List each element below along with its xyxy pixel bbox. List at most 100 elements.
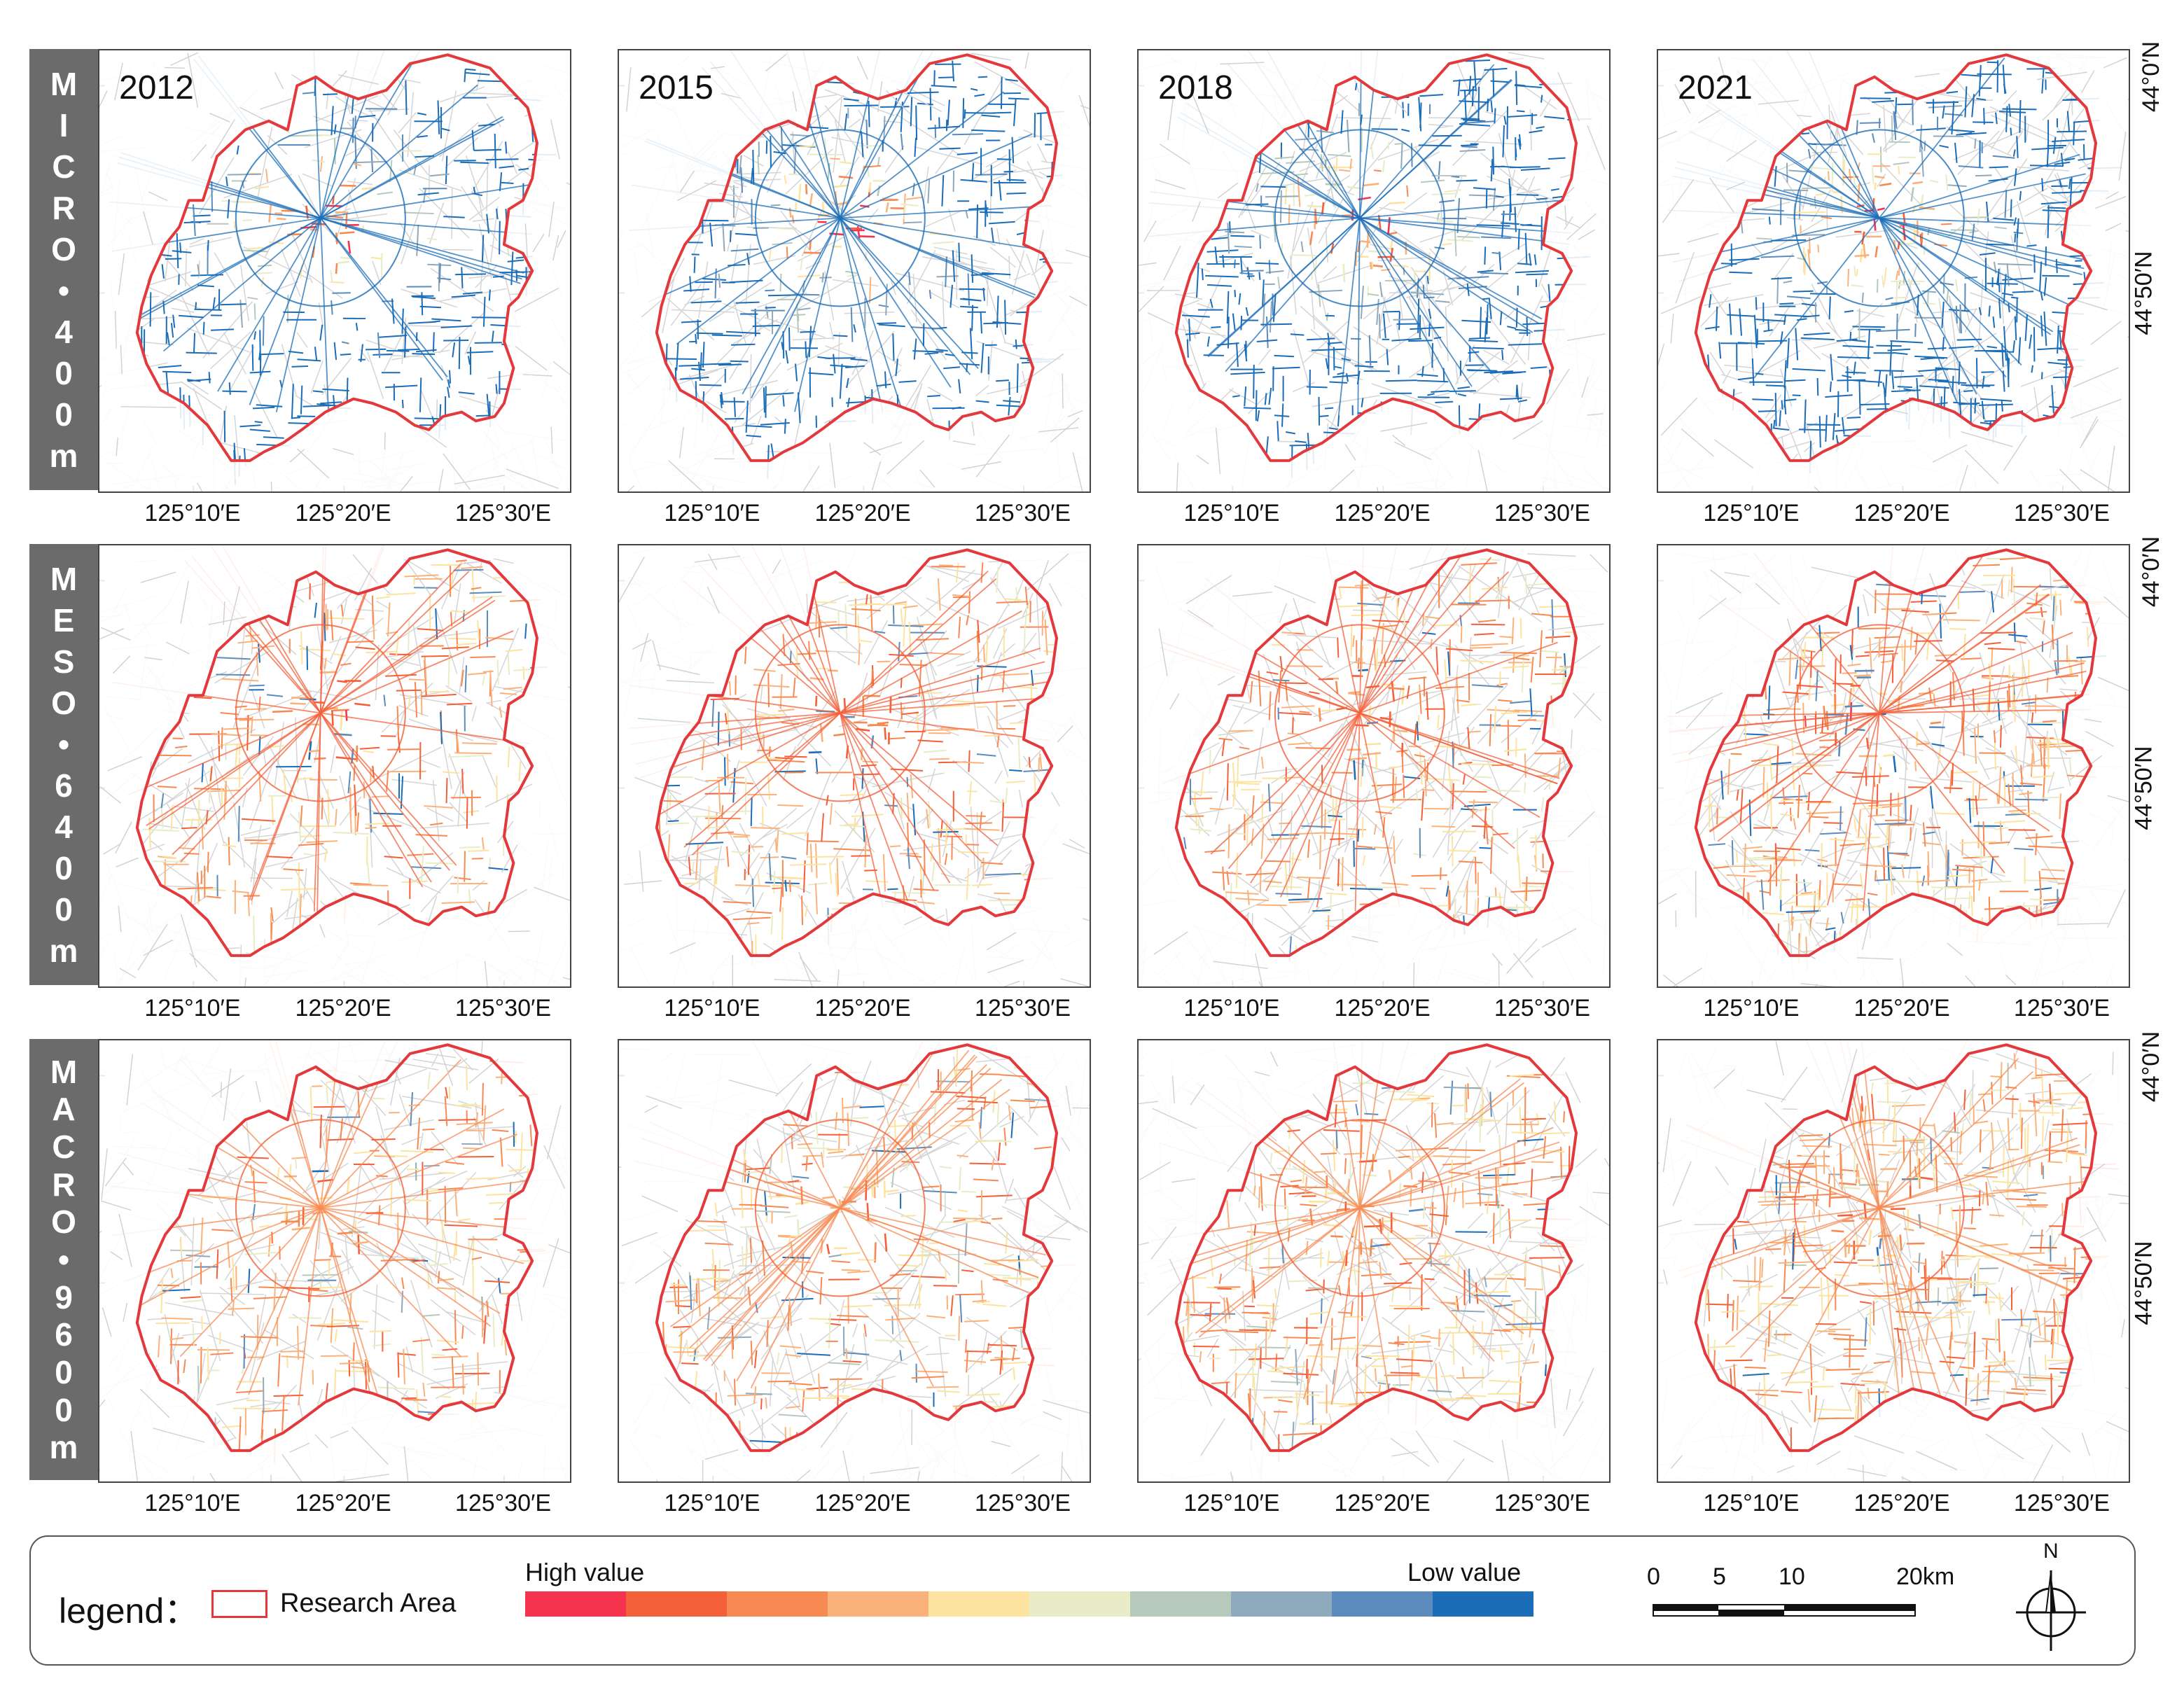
row-label-char: O bbox=[51, 684, 76, 721]
scale-bar-label: 20km bbox=[1896, 1563, 1955, 1590]
longitude-label: 125°30′E bbox=[2013, 1490, 2110, 1516]
map-panel bbox=[98, 1039, 571, 1483]
year-label: 2018 bbox=[1158, 69, 1233, 106]
research-area-boundary bbox=[655, 548, 1058, 957]
color-ramp-step bbox=[928, 1591, 1029, 1617]
ring-road bbox=[235, 129, 406, 307]
ring-road bbox=[1274, 129, 1445, 307]
longitude-label: 125°20′E bbox=[814, 1490, 911, 1516]
outside-area-mask bbox=[1658, 545, 2129, 986]
legend-panel: legend： Research Area High value Low value 0… bbox=[29, 1535, 2136, 1666]
longitude-label: 125°30′E bbox=[1494, 500, 1591, 526]
row-label-char: R bbox=[52, 189, 76, 226]
map-canvas bbox=[1658, 50, 2129, 491]
row-label-char: 0 bbox=[55, 1391, 73, 1428]
outside-area-mask bbox=[1139, 545, 1609, 986]
longitude-label: 125°20′E bbox=[1853, 995, 1950, 1021]
longitude-label: 125°20′E bbox=[814, 500, 911, 526]
map-canvas bbox=[619, 545, 1090, 986]
row-label-char: M bbox=[50, 1053, 78, 1090]
research-area-boundary bbox=[1174, 1043, 1578, 1452]
longitude-label: 125°20′E bbox=[1334, 1490, 1431, 1516]
longitude-label: 125°20′E bbox=[1853, 1490, 1950, 1516]
color-ramp-step bbox=[1029, 1591, 1130, 1617]
longitude-label: 125°30′E bbox=[454, 995, 552, 1021]
longitude-label: 125°10′E bbox=[1703, 995, 1800, 1021]
row-label-char: E bbox=[53, 601, 75, 639]
year-label: 2021 bbox=[1678, 69, 1753, 106]
longitude-label: 125°10′E bbox=[664, 995, 760, 1021]
row-label-box: M E S O • 6 4 0 0 m bbox=[29, 544, 98, 985]
row-label-char: m bbox=[49, 932, 78, 969]
map-panel: 2021 bbox=[1657, 49, 2130, 493]
research-area-boundary bbox=[655, 53, 1058, 462]
outside-area-mask bbox=[619, 1040, 1090, 1481]
row-label-char: M bbox=[50, 560, 78, 597]
row-label-char: I bbox=[59, 106, 69, 144]
row-label-char: m bbox=[49, 1429, 78, 1466]
ring-road bbox=[1274, 1119, 1445, 1297]
research-area-boundary bbox=[1174, 548, 1578, 957]
color-ramp-step bbox=[1433, 1591, 1533, 1617]
map-canvas bbox=[99, 50, 570, 491]
longitude-label: 125°20′E bbox=[814, 995, 911, 1021]
scale-bar-label: 5 bbox=[1713, 1563, 1726, 1590]
color-ramp-step bbox=[727, 1591, 828, 1617]
longitude-label: 125°10′E bbox=[144, 995, 241, 1021]
ring-road bbox=[754, 1119, 926, 1297]
map-panel bbox=[618, 544, 1091, 988]
row-label-char: 9 bbox=[55, 1278, 73, 1316]
ring-road bbox=[754, 624, 926, 802]
color-ramp-step bbox=[525, 1591, 626, 1617]
latitude-label: 44°50′N bbox=[2130, 745, 2157, 830]
map-canvas bbox=[1658, 545, 2129, 986]
map-canvas bbox=[1139, 545, 1609, 986]
map-canvas bbox=[1139, 50, 1609, 491]
row-label-char: R bbox=[52, 1166, 76, 1203]
row-label-char: 0 bbox=[55, 849, 73, 886]
row-label-char: • bbox=[57, 725, 70, 762]
longitude-label: 125°30′E bbox=[2013, 995, 2110, 1021]
research-area-label: Research Area bbox=[280, 1589, 457, 1618]
row-label-char: C bbox=[52, 148, 76, 185]
latitude-label: 44°50′N bbox=[2130, 1240, 2157, 1325]
scale-bar-label: 10 bbox=[1779, 1563, 1805, 1590]
longitude-label: 125°20′E bbox=[1334, 500, 1431, 526]
latitude-label: 44°0′N bbox=[2138, 536, 2165, 607]
longitude-label: 125°10′E bbox=[664, 500, 760, 526]
map-panel: 2015 bbox=[618, 49, 1091, 493]
ring-road bbox=[1274, 624, 1445, 802]
year-label: 2015 bbox=[639, 69, 714, 106]
row-label-char: 0 bbox=[55, 1353, 73, 1390]
north-label: N bbox=[2043, 1540, 2059, 1563]
longitude-label: 125°30′E bbox=[454, 500, 552, 526]
longitude-label: 125°30′E bbox=[974, 500, 1071, 526]
map-panel bbox=[1657, 544, 2130, 988]
map-panel bbox=[618, 1039, 1091, 1483]
outside-area-mask bbox=[99, 1040, 570, 1481]
color-ramp-step bbox=[828, 1591, 928, 1617]
longitude-label: 125°10′E bbox=[1183, 500, 1280, 526]
legend-title: legend： bbox=[59, 1591, 200, 1631]
longitude-label: 125°30′E bbox=[974, 995, 1071, 1021]
outside-area-mask bbox=[1139, 1040, 1609, 1481]
row-label-char: C bbox=[52, 1129, 76, 1166]
longitude-label: 125°10′E bbox=[1703, 1490, 1800, 1516]
map-canvas bbox=[1658, 1040, 2129, 1481]
high-value-label: High value bbox=[525, 1558, 645, 1586]
research-area-boundary bbox=[1694, 1043, 2097, 1452]
longitude-label: 125°20′E bbox=[295, 500, 391, 526]
row-label-char: 4 bbox=[55, 808, 73, 845]
research-area-boundary bbox=[135, 1043, 538, 1452]
map-panel bbox=[1137, 1039, 1611, 1483]
longitude-label: 125°20′E bbox=[295, 1490, 391, 1516]
row-label-char: • bbox=[57, 1241, 70, 1278]
row-label-char: 0 bbox=[55, 891, 73, 928]
research-area-boundary bbox=[655, 1043, 1058, 1452]
map-canvas bbox=[99, 545, 570, 986]
color-ramp-step bbox=[626, 1591, 727, 1617]
color-ramp-step bbox=[1231, 1591, 1332, 1617]
outside-area-mask bbox=[619, 50, 1090, 491]
longitude-label: 125°30′E bbox=[454, 1490, 552, 1516]
low-value-label: Low value bbox=[1407, 1558, 1522, 1586]
